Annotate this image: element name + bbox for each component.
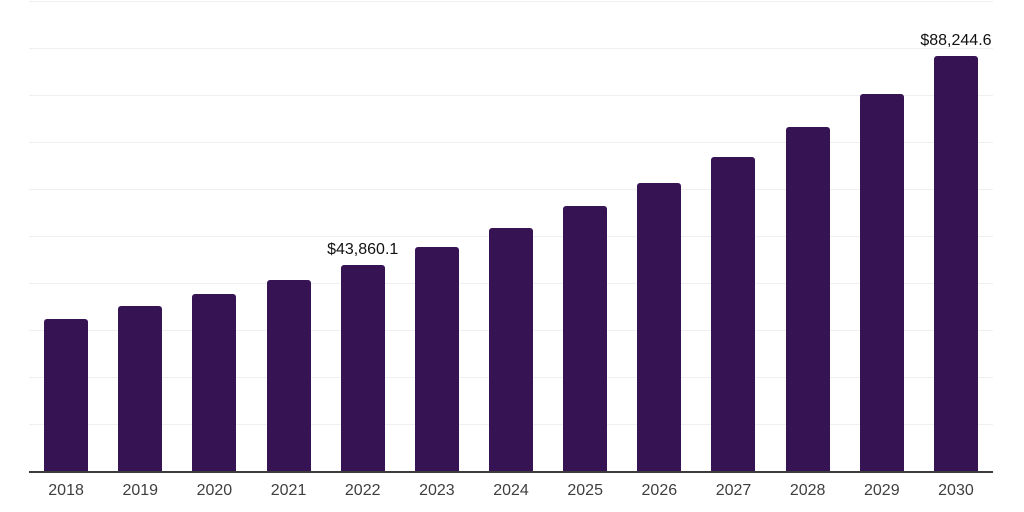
x-axis-label-2024: 2024 — [493, 482, 529, 499]
bar-2027 — [711, 156, 756, 471]
x-axis-label-2020: 2020 — [196, 482, 233, 499]
bar-slot-2021 — [251, 1, 325, 471]
bar-slot-2022: $43,860.1 — [326, 1, 400, 471]
bar-slot-2029 — [845, 1, 919, 471]
bar-2023 — [414, 246, 459, 471]
x-axis-label-2029: 2029 — [864, 482, 900, 499]
bar-2030 — [933, 56, 978, 471]
bar-2019 — [118, 306, 163, 471]
bar-2026 — [637, 183, 682, 471]
x-axis-label-2027: 2027 — [715, 482, 752, 499]
x-axis-label-2025: 2025 — [567, 482, 603, 499]
bar-2018 — [44, 319, 89, 471]
bar-slot-2028 — [771, 1, 845, 471]
x-axis-label-2023: 2023 — [419, 482, 455, 499]
bar-slot-2025 — [548, 1, 622, 471]
bar-2021 — [266, 279, 311, 471]
bar-2028 — [785, 126, 830, 471]
bar-value-label-2030: $88,244.6 — [920, 32, 992, 50]
gridline — [29, 95, 993, 96]
x-axis-label-2019: 2019 — [122, 482, 159, 499]
bar-slot-2030: $88,244.6 — [919, 1, 993, 471]
x-axis-label-2018: 2018 — [48, 482, 84, 499]
bar-2020 — [192, 293, 237, 471]
gridline — [29, 189, 993, 190]
bar-slot-2023 — [400, 1, 474, 471]
gridline — [29, 142, 993, 143]
bar-2024 — [489, 228, 534, 471]
gridline — [29, 48, 993, 49]
bar-2025 — [563, 206, 608, 471]
bar-slot-2024 — [474, 1, 548, 471]
bar-slot-2026 — [622, 1, 696, 471]
bar-2022 — [340, 264, 385, 471]
x-axis-label-2022: 2022 — [344, 482, 381, 499]
bar-slot-2019 — [103, 1, 177, 471]
bars-row: $43,860.1 $88,244.6 — [29, 1, 993, 471]
plot-area: $43,860.1 $88,244.6 — [29, 1, 993, 473]
bar-slot-2018 — [29, 1, 103, 471]
x-axis-label-2026: 2026 — [641, 482, 678, 499]
bar-2029 — [859, 93, 904, 471]
x-axis-label-2030: 2030 — [938, 482, 974, 499]
x-axis-label-2021: 2021 — [270, 482, 307, 499]
x-axis-label-2028: 2028 — [789, 482, 826, 499]
x-axis-labels: 2018 2019 2020 2021 2022 2023 2024 2025 2026 2027… — [29, 483, 993, 499]
bar-value-label-2022: $43,860.1 — [327, 240, 399, 258]
bar-slot-2027 — [696, 1, 770, 471]
bar-slot-2020 — [177, 1, 251, 471]
gridline — [29, 1, 993, 2]
